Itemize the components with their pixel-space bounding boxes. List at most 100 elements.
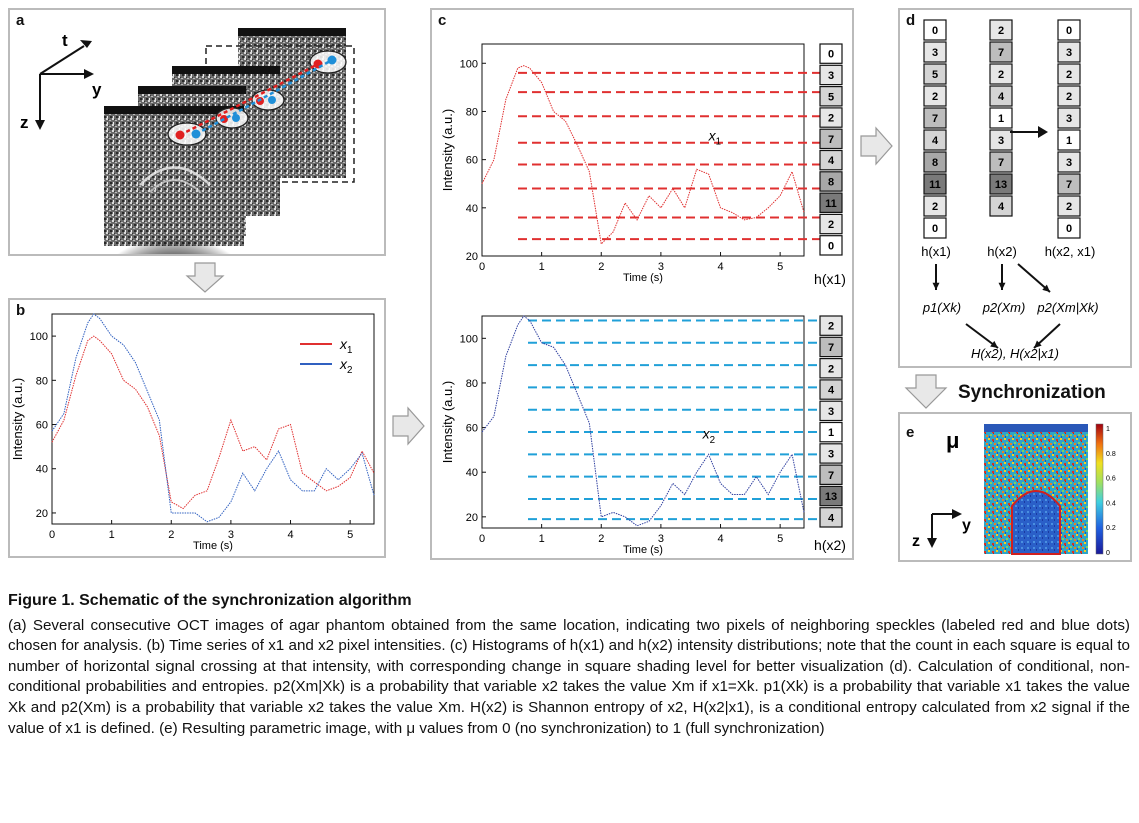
histogram-cell [1057,41,1081,63]
chart-b: 0 1 2 3 4 5 20 40 60 80 100 Time (s) Intensity (a.u.… [10,313,375,552]
plot-frame [51,313,375,525]
histogram-cell [923,129,947,151]
histogram-cell [819,315,843,336]
panel-label-b: b [16,302,26,319]
series-annotation: x2 [702,426,715,446]
histogram-value: 4 [828,155,835,167]
y-tick-label: 80 [466,378,478,390]
histogram-cell [819,171,843,192]
histogram-cell [923,217,947,239]
x-tick-label: 4 [287,529,293,541]
flow-arrow-head [1034,340,1042,348]
y-tick-label: 80 [466,106,478,118]
x-tick-label: 0 [479,261,485,273]
histogram-cell [819,507,843,528]
histogram-value: 7 [932,113,938,125]
histogram-cell [989,63,1013,85]
histogram-cell [819,149,843,171]
legend-label-x1: x1 [339,336,352,356]
panel-b: b 0 1 2 3 4 5 20 40 60 80 100 Time (s) Intensity (a.… [8,298,386,558]
histogram-value: 2 [1066,69,1072,81]
histogram-value: 2 [998,69,1004,81]
x-tick-label: 3 [658,533,664,545]
histogram-value: 3 [828,448,834,460]
figure-caption: Figure 1. Schematic of the synchronizati… [8,591,1130,739]
axis-e-y-label: y [962,517,971,534]
x-axis-label: Time (s) [193,540,233,552]
panel-c: c 0 1 2 3 4 5 20 40 60 80 100 Time (s) Intensity (a.… [430,8,854,560]
x-axis-label: Time (s) [623,544,663,556]
histogram-cell [989,41,1013,63]
y-tick-label: 100 [460,333,478,345]
x-tick-label: 4 [717,261,723,273]
y-tick-label: 60 [466,155,478,167]
x-tick-label: 2 [598,261,604,273]
y-tick-label: 20 [466,512,478,524]
probability-label: p2(Xm) [982,300,1026,315]
histogram-value: 1 [1066,135,1072,147]
histogram-value: 1 [998,113,1004,125]
histogram-cell [819,213,843,235]
colorbar-tick-label: 0.4 [1106,500,1116,507]
histogram-value: 3 [932,47,938,59]
y-tick-label: 40 [466,467,478,479]
histogram-cell [923,63,947,85]
histogram-value: 3 [828,70,834,82]
colorbar-tick-label: 1 [1106,426,1110,433]
arrow-down-d-e [904,374,948,409]
x-tick-label: 3 [228,529,234,541]
histogram-cell [989,19,1013,41]
arrow-right-c-d [860,126,893,166]
x-tick-label: 1 [539,533,545,545]
histogram-cell [819,379,843,400]
column-label: h(x1) [921,244,951,259]
axis-z-label: z [20,113,29,132]
histogram-cell [819,464,843,486]
histogram-value: 7 [828,342,834,354]
histogram-value: 3 [1066,113,1072,125]
histogram-value: 2 [932,201,938,213]
histogram-value: 4 [998,91,1005,103]
histogram-value: 0 [932,223,938,235]
histogram-value: 5 [828,91,834,103]
histogram-value: 4 [828,512,835,524]
colorbar-tick-label: 0.6 [1106,476,1116,483]
histogram-cell [819,128,843,150]
histogram-cell [923,195,947,217]
y-tick-label: 60 [36,420,48,432]
histogram-value: 2 [1066,91,1072,103]
histogram-value: 3 [1066,47,1072,59]
histogram-cell [1057,107,1081,129]
histogram-value: 8 [932,157,938,169]
series-annotation: x1 [708,127,721,147]
x-tick-label: 1 [109,529,115,541]
y-axis-label: Intensity (a.u.) [10,378,25,460]
histogram-value: 2 [828,113,834,125]
histogram-value: 0 [1066,25,1072,37]
axes-indicator-a: t y z [20,31,102,132]
flow-arrow-head [990,340,998,348]
panel-label-a: a [16,12,25,29]
x-tick-label: 2 [598,533,604,545]
histogram-value: 7 [998,157,1004,169]
flow-arrow-head [932,282,940,290]
histogram-value: 0 [1066,223,1072,235]
histogram-cell [819,421,843,443]
histogram-value: 3 [998,135,1004,147]
histogram-value: 1 [828,427,834,439]
entropy-label: H(x2), H(x2|x1) [971,346,1059,361]
flow-arrow-head [1042,284,1050,292]
colorbar-tick-label: 0 [1106,550,1110,557]
y-axis-label: Intensity (a.u.) [440,109,455,191]
probability-label: p1(Xk) [922,300,961,315]
series-x1 [481,65,805,246]
histogram-label: h(x1) [814,271,846,287]
transform-arrow-head [1038,126,1048,138]
histogram-cell [989,173,1013,195]
y-tick-label: 80 [36,375,48,387]
x-tick-label: 5 [347,529,353,541]
